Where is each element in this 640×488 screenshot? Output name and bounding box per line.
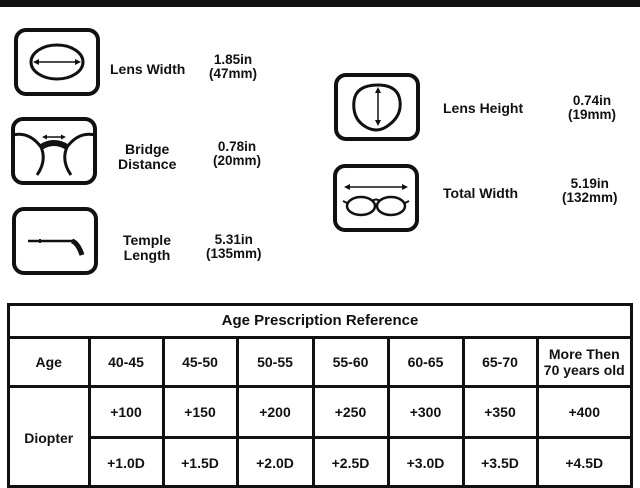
lens-width-icon: [14, 28, 100, 96]
temple-length-icon: [12, 207, 98, 275]
bridge-distance-value: 0.78in (20mm): [213, 140, 261, 168]
age-prescription-table: Age Prescription Reference Age 40-45 45-…: [7, 303, 633, 488]
table-title: Age Prescription Reference: [10, 306, 630, 338]
total-width-label: Total Width: [443, 186, 518, 201]
lens-width-value: 1.85in (47mm): [209, 53, 257, 81]
temple-length-label: Temple Length: [123, 233, 171, 263]
age-cell: 50-55: [237, 338, 313, 387]
diopter-header: Diopter: [10, 387, 89, 488]
bridge-distance-label: Bridge Distance: [118, 142, 176, 172]
age-cell: 45-50: [163, 338, 237, 387]
total-width-value: 5.19in (132mm): [562, 177, 618, 205]
diopter-d-cell: +4.5D: [537, 438, 630, 488]
diopter-d-cell: +2.5D: [313, 438, 388, 488]
lens-width-label: Lens Width: [110, 62, 185, 77]
diopter-cell: +100: [89, 387, 163, 438]
diopter-d-cell: +1.0D: [89, 438, 163, 488]
diopter-d-cell: +3.5D: [463, 438, 537, 488]
age-cell-last-line2: 70 years old: [544, 362, 625, 378]
total-width-icon: [333, 164, 419, 232]
age-cell: 65-70: [463, 338, 537, 387]
age-header: Age: [10, 338, 89, 387]
age-cell: 60-65: [388, 338, 463, 387]
age-cell: 40-45: [89, 338, 163, 387]
age-cell-last: More Then 70 years old: [537, 338, 630, 387]
diopter-cell: +300: [388, 387, 463, 438]
age-cell-last-line1: More Then: [549, 346, 620, 362]
lens-height-label: Lens Height: [443, 101, 523, 116]
top-border: [0, 0, 640, 7]
diopter-cell: +350: [463, 387, 537, 438]
diopter-cell: +150: [163, 387, 237, 438]
lens-height-value: 0.74in (19mm): [568, 94, 616, 122]
diopter-d-cell: +2.0D: [237, 438, 313, 488]
bridge-distance-icon: [11, 117, 97, 185]
age-cell: 55-60: [313, 338, 388, 387]
diopter-cell: +250: [313, 387, 388, 438]
diopter-d-cell: +1.5D: [163, 438, 237, 488]
diopter-cell: +400: [537, 387, 630, 438]
lens-height-icon: [334, 73, 420, 141]
diopter-cell: +200: [237, 387, 313, 438]
temple-length-value: 5.31in (135mm): [206, 233, 262, 261]
diopter-d-cell: +3.0D: [388, 438, 463, 488]
